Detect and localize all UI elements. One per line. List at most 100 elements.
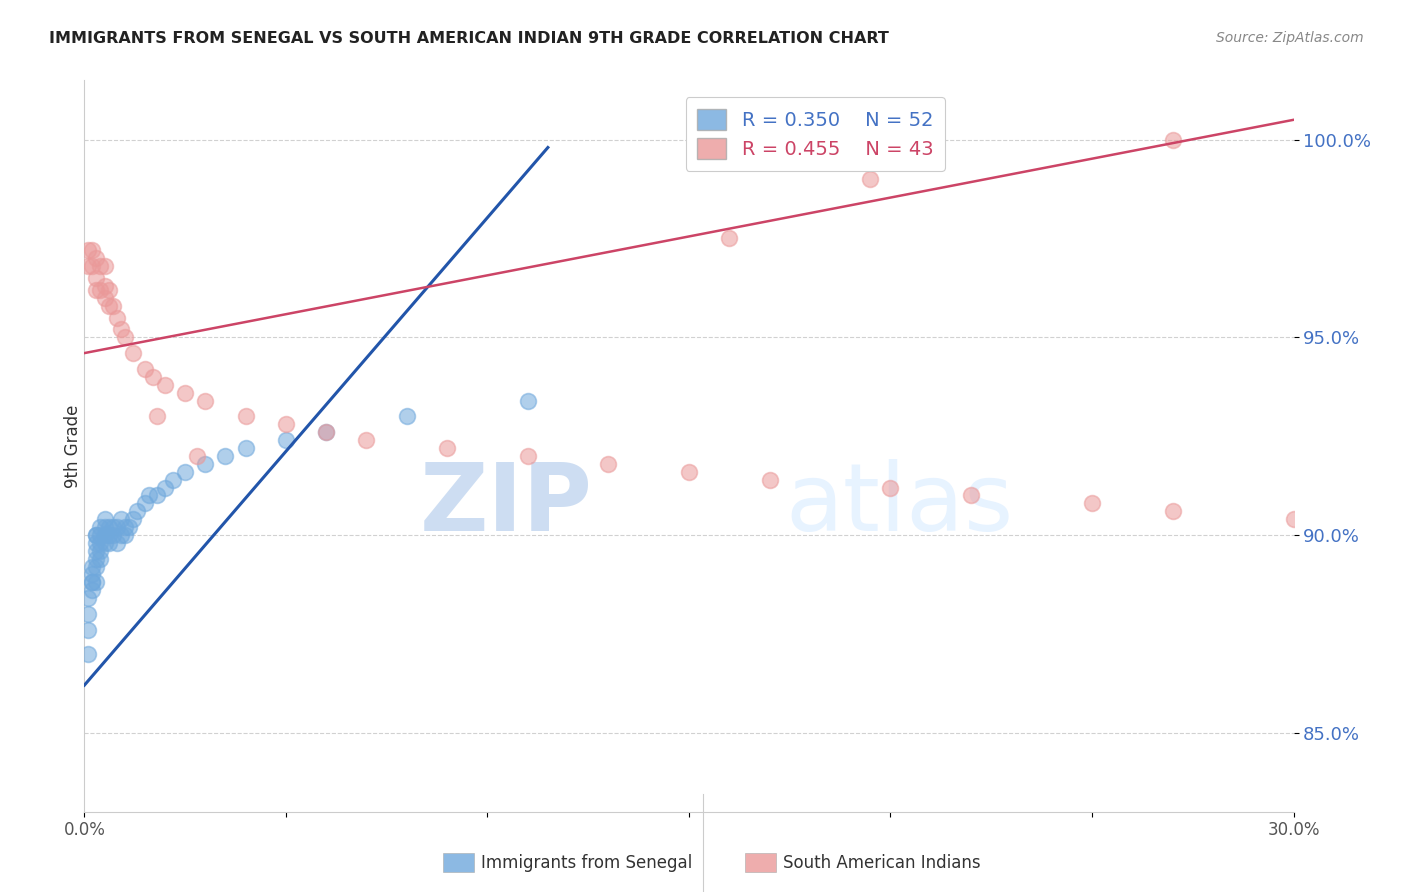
Point [86, 536, 108, 550]
Point [97, 283, 120, 297]
Point [114, 330, 136, 344]
Point [86, 271, 108, 285]
Point [153, 481, 176, 495]
Point [77, 647, 100, 661]
Point [101, 299, 124, 313]
Point [960, 488, 983, 502]
Point [82, 559, 104, 574]
Point [121, 512, 143, 526]
Point [82, 575, 104, 590]
Point [89, 536, 111, 550]
Point [162, 473, 184, 487]
Point [77, 607, 100, 621]
Y-axis label: 9th Grade: 9th Grade [65, 404, 82, 488]
Point [174, 465, 197, 479]
Point [77, 244, 100, 258]
Point [114, 520, 136, 534]
Legend: R = 0.350    N = 52, R = 0.455    N = 43: R = 0.350 N = 52, R = 0.455 N = 43 [686, 97, 945, 170]
Point [93, 259, 115, 273]
Point [89, 283, 111, 297]
Point [114, 528, 136, 542]
Point [315, 425, 337, 439]
Point [89, 543, 111, 558]
Point [1161, 504, 1184, 518]
Point [879, 481, 901, 495]
Point [274, 433, 297, 447]
Point [86, 551, 108, 566]
Point [86, 575, 108, 590]
Point [82, 567, 104, 582]
Point [86, 528, 108, 542]
Point [146, 488, 169, 502]
Point [194, 393, 217, 408]
Point [395, 409, 418, 424]
Point [516, 449, 538, 463]
Point [97, 520, 120, 534]
Point [436, 441, 458, 455]
Point [82, 244, 104, 258]
Point [142, 369, 165, 384]
Point [110, 528, 132, 542]
Point [105, 520, 128, 534]
Point [105, 536, 128, 550]
Point [274, 417, 297, 432]
Point [86, 543, 108, 558]
Point [110, 322, 132, 336]
Point [77, 259, 100, 273]
Point [86, 251, 108, 265]
Point [194, 457, 217, 471]
Point [598, 457, 620, 471]
Point [125, 504, 148, 518]
Point [678, 465, 700, 479]
Point [82, 259, 104, 273]
Text: Immigrants from Senegal: Immigrants from Senegal [481, 854, 692, 871]
Text: South American Indians: South American Indians [783, 854, 981, 871]
Point [758, 473, 780, 487]
Point [153, 377, 176, 392]
Point [93, 528, 115, 542]
Point [235, 409, 257, 424]
Point [1282, 512, 1305, 526]
Point [93, 291, 115, 305]
Point [86, 528, 108, 542]
Point [101, 520, 124, 534]
Text: ZIP: ZIP [419, 458, 592, 550]
Point [134, 496, 156, 510]
Point [86, 559, 108, 574]
Point [101, 528, 124, 542]
Point [93, 520, 115, 534]
Point [1081, 496, 1104, 510]
Point [356, 433, 378, 447]
Point [97, 536, 120, 550]
Point [77, 591, 100, 606]
Point [86, 283, 108, 297]
Point [105, 310, 128, 325]
Point [118, 520, 141, 534]
Point [1161, 132, 1184, 146]
Text: atlas: atlas [786, 458, 1014, 550]
Text: IMMIGRANTS FROM SENEGAL VS SOUTH AMERICAN INDIAN 9TH GRADE CORRELATION CHART: IMMIGRANTS FROM SENEGAL VS SOUTH AMERICA… [49, 31, 889, 46]
Point [138, 488, 160, 502]
Point [174, 385, 197, 400]
Point [97, 528, 120, 542]
Point [718, 231, 741, 245]
Point [235, 441, 257, 455]
Point [77, 623, 100, 637]
Point [89, 520, 111, 534]
Point [97, 299, 120, 313]
Point [214, 449, 236, 463]
Point [82, 575, 104, 590]
Point [186, 449, 208, 463]
Point [110, 512, 132, 526]
Point [315, 425, 337, 439]
Point [89, 259, 111, 273]
Text: Source: ZipAtlas.com: Source: ZipAtlas.com [1216, 31, 1364, 45]
Point [516, 393, 538, 408]
Point [859, 172, 882, 186]
Point [93, 278, 115, 293]
Point [146, 409, 169, 424]
Point [134, 362, 156, 376]
Point [82, 583, 104, 598]
Point [121, 346, 143, 360]
Point [89, 528, 111, 542]
